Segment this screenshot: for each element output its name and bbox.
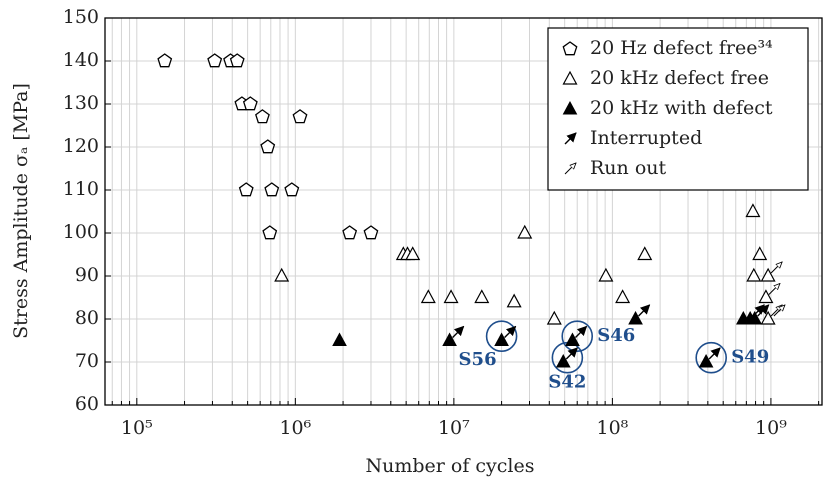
pentagon-marker xyxy=(238,182,254,197)
triangle-marker xyxy=(637,246,653,261)
annotation-label: S56 xyxy=(459,349,497,370)
interrupted-arrow xyxy=(757,304,770,317)
pentagon-marker xyxy=(262,225,278,240)
filled-triangle-marker xyxy=(332,332,347,346)
pentagon-marker xyxy=(229,53,245,68)
filled-triangle-marker xyxy=(562,100,578,115)
annotation-label: S49 xyxy=(731,347,769,368)
y-tick-label: 150 xyxy=(63,6,99,28)
legend-label: Run out xyxy=(590,157,666,179)
triangle-marker xyxy=(274,267,290,282)
annotation-circle xyxy=(695,341,727,374)
triangle-marker xyxy=(506,293,522,308)
y-tick-label: 120 xyxy=(63,135,99,157)
y-tick-label: 60 xyxy=(75,393,99,415)
y-axis-label: Stress Amplitude σₐ [MPa] xyxy=(10,83,32,339)
runout-arrow xyxy=(773,305,785,317)
triangle-marker xyxy=(420,289,436,304)
triangle-marker xyxy=(474,289,490,304)
triangle-marker xyxy=(562,70,578,85)
annotation-label: S46 xyxy=(597,325,635,346)
triangle-marker xyxy=(758,289,774,304)
triangle-marker xyxy=(405,246,421,261)
triangle-marker xyxy=(546,310,562,325)
y-tick-label: 140 xyxy=(63,49,99,71)
plot-frame xyxy=(104,17,823,406)
interrupted-arrow xyxy=(565,347,578,360)
pentagon-marker xyxy=(342,225,358,240)
triangle-marker xyxy=(752,246,768,261)
x-tick-label: 10⁸ xyxy=(596,417,628,439)
y-tick-label: 70 xyxy=(75,350,99,372)
interrupted-arrow xyxy=(504,325,517,338)
runout-arrow xyxy=(564,163,576,175)
filled-triangle-marker xyxy=(747,310,763,325)
runout-arrow xyxy=(768,284,780,295)
filled-triangle-marker xyxy=(494,332,509,346)
pentagon-marker xyxy=(157,53,173,68)
x-tick-label: 10⁶ xyxy=(279,417,311,439)
filled-triangle-marker xyxy=(442,332,457,346)
triangle-marker xyxy=(745,203,761,218)
triangle-marker xyxy=(760,310,776,325)
annotation-label: S42 xyxy=(548,372,586,393)
legend-label: Interrupted xyxy=(590,127,702,149)
interrupted-arrow xyxy=(564,132,577,145)
legend-label: 20 kHz defect free xyxy=(590,67,769,89)
x-tick-label: 10⁷ xyxy=(438,417,470,439)
pentagon-marker xyxy=(292,109,308,124)
pentagon-marker xyxy=(207,53,223,68)
annotation-circle xyxy=(485,320,518,353)
triangle-marker xyxy=(517,224,533,239)
pentagon-marker xyxy=(562,41,578,56)
filled-triangle-marker xyxy=(698,353,714,368)
legend-label: 20 Hz defect free³⁴ xyxy=(590,37,773,59)
pentagon-marker xyxy=(363,225,379,240)
interrupted-arrow xyxy=(574,325,588,338)
pentagon-marker xyxy=(242,96,258,111)
triangle-marker xyxy=(598,267,614,282)
x-tick-label: 10⁹ xyxy=(755,417,787,439)
y-tick-label: 130 xyxy=(63,92,99,114)
runout-arrow xyxy=(770,262,782,274)
y-tick-label: 100 xyxy=(63,221,99,243)
legend-label: 20 kHz with defect xyxy=(590,97,773,119)
interrupted-arrow xyxy=(452,325,465,338)
legend-box xyxy=(547,27,809,191)
pentagon-marker xyxy=(260,139,276,154)
y-tick-label: 80 xyxy=(75,307,99,329)
interrupted-arrow xyxy=(708,347,721,360)
y-tick-label: 90 xyxy=(75,264,99,286)
triangle-marker xyxy=(443,289,459,304)
y-tick-label: 110 xyxy=(63,178,99,200)
triangle-marker xyxy=(615,289,631,304)
runout-arrow xyxy=(770,305,782,317)
x-axis-label: Number of cycles xyxy=(365,455,534,477)
filled-triangle-marker xyxy=(565,332,580,346)
triangle-marker xyxy=(746,267,762,282)
pentagon-marker xyxy=(284,182,300,197)
pentagon-marker xyxy=(264,182,280,197)
filled-triangle-marker xyxy=(628,310,643,325)
filled-triangle-marker xyxy=(555,353,571,368)
x-tick-label: 10⁵ xyxy=(121,417,153,439)
interrupted-arrow xyxy=(638,304,651,317)
triangle-marker xyxy=(760,267,776,282)
pentagon-marker xyxy=(255,109,270,124)
